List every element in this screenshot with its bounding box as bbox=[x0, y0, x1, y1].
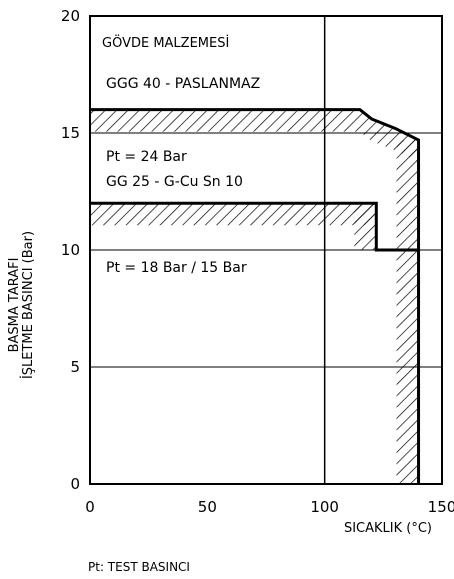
annotation-body-material: GÖVDE MALZEMESİ bbox=[102, 34, 229, 51]
annotation-upper-material: GGG 40 - PASLANMAZ bbox=[106, 76, 260, 92]
annotation-lower-material: GG 25 - G-Cu Sn 10 bbox=[106, 174, 243, 190]
y-axis-label-line1: BASMA TARAFI bbox=[7, 258, 22, 353]
limit-line-2 bbox=[90, 201, 419, 252]
hatch-band-upper-horizontal bbox=[90, 109, 419, 163]
y-tick-labels: 0 5 10 15 20 bbox=[61, 7, 80, 493]
annotation-lower-test-pressure: Pt = 18 Bar / 15 Bar bbox=[106, 260, 247, 276]
annotation-upper-test-pressure: Pt = 24 Bar bbox=[106, 149, 187, 165]
hatch-band-lower-horizontal bbox=[90, 203, 377, 226]
footnote: Pt: TEST BASINCI bbox=[88, 560, 190, 574]
hatch-band-upper-vertical bbox=[396, 140, 419, 484]
y-tick-label: 5 bbox=[70, 358, 80, 376]
hatch-band-lower-vertical bbox=[354, 203, 377, 250]
y-tick-label: 20 bbox=[61, 7, 80, 25]
hatched-bands bbox=[90, 109, 419, 484]
y-tick-label: 0 bbox=[70, 475, 80, 493]
x-tick-label: 50 bbox=[198, 498, 217, 516]
x-axis-label: SICAKLIK (°C) bbox=[344, 521, 432, 536]
limit-lines bbox=[90, 108, 421, 484]
limit-line-1 bbox=[90, 108, 421, 484]
x-tick-labels: 0 50 100 150 bbox=[85, 498, 454, 516]
x-tick-label: 100 bbox=[310, 498, 339, 516]
y-tick-label: 10 bbox=[61, 241, 80, 259]
y-axis-label-line2: İŞLETME BASINCI (Bar) bbox=[20, 231, 36, 379]
x-tick-label: 0 bbox=[85, 498, 95, 516]
y-tick-label: 15 bbox=[61, 124, 80, 142]
x-tick-label: 150 bbox=[428, 498, 454, 516]
